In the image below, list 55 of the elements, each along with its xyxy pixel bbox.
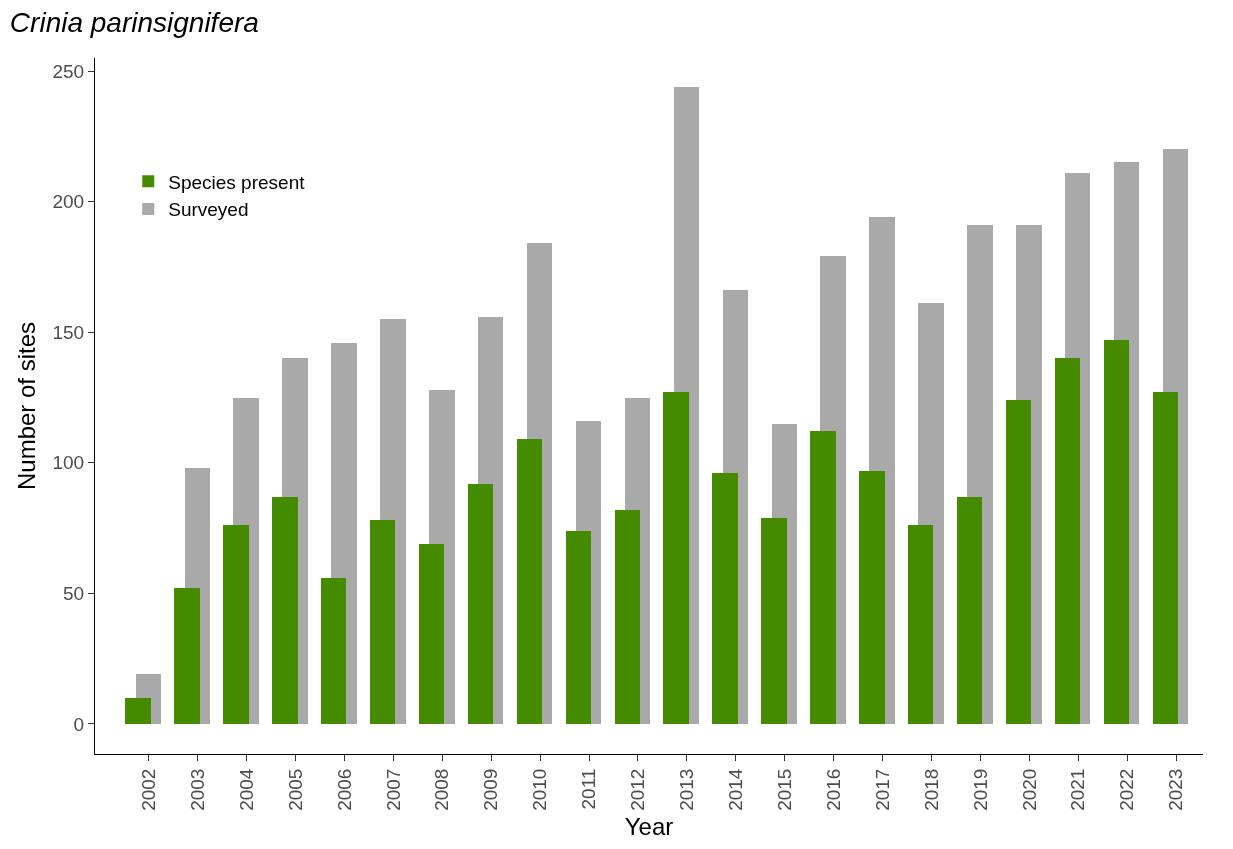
y-axis-title: Number of sites [12,321,40,491]
x-tick-label: 2010 [529,768,551,811]
x-tick-label: 2015 [773,768,795,811]
x-tick-label: 2007 [382,768,404,811]
bar [663,392,689,724]
x-tick-label: 2023 [1165,768,1187,811]
bar [272,497,298,724]
x-tick-label: 2004 [235,768,257,811]
legend-label: Species present [168,171,306,193]
x-tick-label: 2011 [578,768,600,810]
y-tick-label: 100 [52,452,85,474]
x-tick-label: 2005 [284,768,306,811]
x-tick-label: 2017 [871,768,893,811]
bar [468,484,493,724]
x-tick-label: 2016 [822,768,844,811]
x-tick-label: 2013 [676,768,698,811]
y-tick-label: 0 [73,713,85,735]
x-tick-label: 2006 [333,768,355,811]
bar [370,520,395,724]
bar [566,531,591,724]
bar [859,471,885,724]
bar [810,431,836,724]
y-tick-label: 200 [52,191,85,213]
bar [125,698,151,724]
bar [957,497,982,724]
bar [1104,340,1129,724]
x-tick-label: 2014 [725,768,747,811]
bar [908,525,933,724]
x-tick-label: 2002 [137,768,159,811]
x-axis-title: Year [624,813,674,841]
legend-label: Surveyed [168,199,249,221]
x-tick-label: 2021 [1067,768,1089,811]
x-tick-label: 2020 [1018,768,1040,811]
x-tick-label: 2018 [920,768,942,811]
bar [1153,392,1178,724]
x-tick-label: 2012 [627,768,649,811]
bar [174,588,200,724]
bar [1055,358,1080,724]
bar [223,525,249,724]
y-tick-label: 250 [52,60,85,82]
x-tick-label: 2022 [1116,768,1138,811]
x-tick-label: 2003 [186,768,208,811]
bar [517,439,542,724]
bar [761,518,787,724]
x-tick-label: 2009 [480,768,502,811]
x-tick-label: 2008 [431,768,453,811]
bar [321,578,346,724]
bar [1006,400,1031,724]
bar [419,544,444,724]
chart-title: Crinia parinsignifera [9,7,259,39]
bar [712,473,738,724]
bar [615,510,640,724]
y-tick-label: 150 [52,321,85,343]
x-tick-label: 2019 [969,768,991,811]
y-tick-label: 50 [63,583,85,605]
